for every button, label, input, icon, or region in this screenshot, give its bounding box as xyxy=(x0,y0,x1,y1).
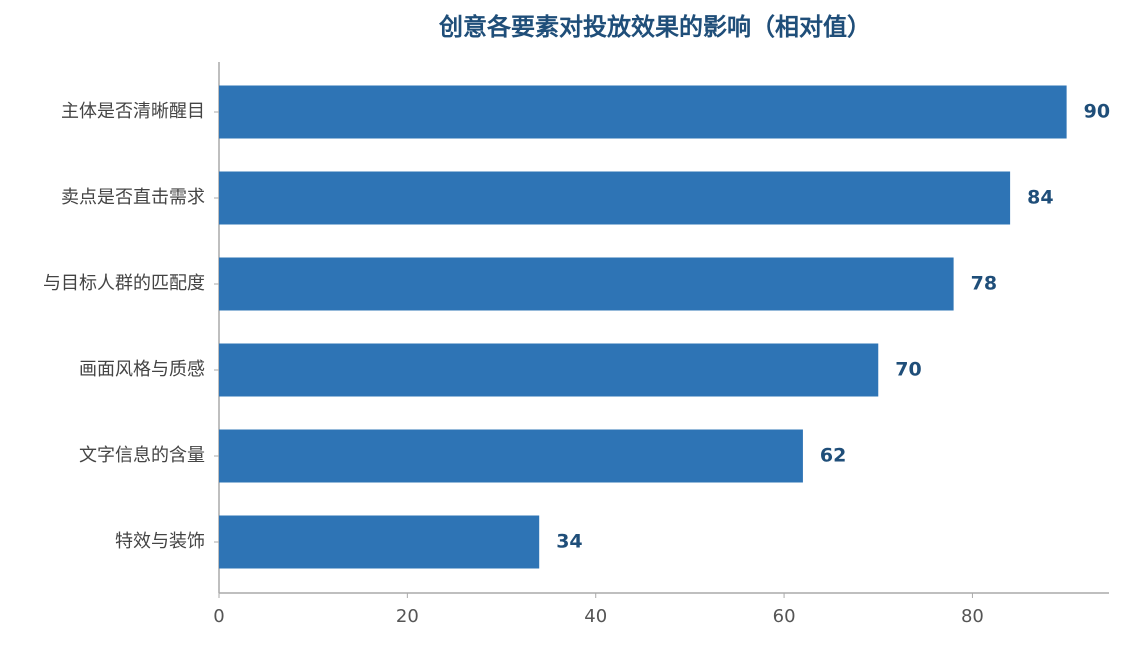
y-tick-label: 主体是否清晰醒目 xyxy=(61,101,205,122)
bar xyxy=(219,429,803,483)
x-tick-label: 20 xyxy=(396,606,419,627)
value-label: 78 xyxy=(971,273,997,295)
value-label: 90 xyxy=(1084,101,1110,123)
bar xyxy=(219,257,954,311)
x-tick-label: 0 xyxy=(213,606,224,627)
y-tick-label: 卖点是否直击需求 xyxy=(61,187,205,208)
bar xyxy=(219,85,1067,139)
bar xyxy=(219,343,879,397)
y-tick-label: 与目标人群的匹配度 xyxy=(43,273,205,294)
value-label: 62 xyxy=(820,445,846,467)
chart-title: 创意各要素对投放效果的影响（相对值） xyxy=(438,13,871,41)
bar xyxy=(219,515,540,569)
value-label: 34 xyxy=(556,531,582,553)
value-label: 84 xyxy=(1027,187,1053,209)
value-label: 70 xyxy=(895,359,921,381)
bar xyxy=(219,171,1011,225)
x-tick-label: 60 xyxy=(773,606,796,627)
y-tick-label: 画面风格与质感 xyxy=(79,359,205,380)
x-tick-label: 80 xyxy=(961,606,984,627)
y-tick-label: 文字信息的含量 xyxy=(79,445,205,466)
x-tick-label: 40 xyxy=(584,606,607,627)
y-tick-label: 特效与装饰 xyxy=(115,531,205,552)
